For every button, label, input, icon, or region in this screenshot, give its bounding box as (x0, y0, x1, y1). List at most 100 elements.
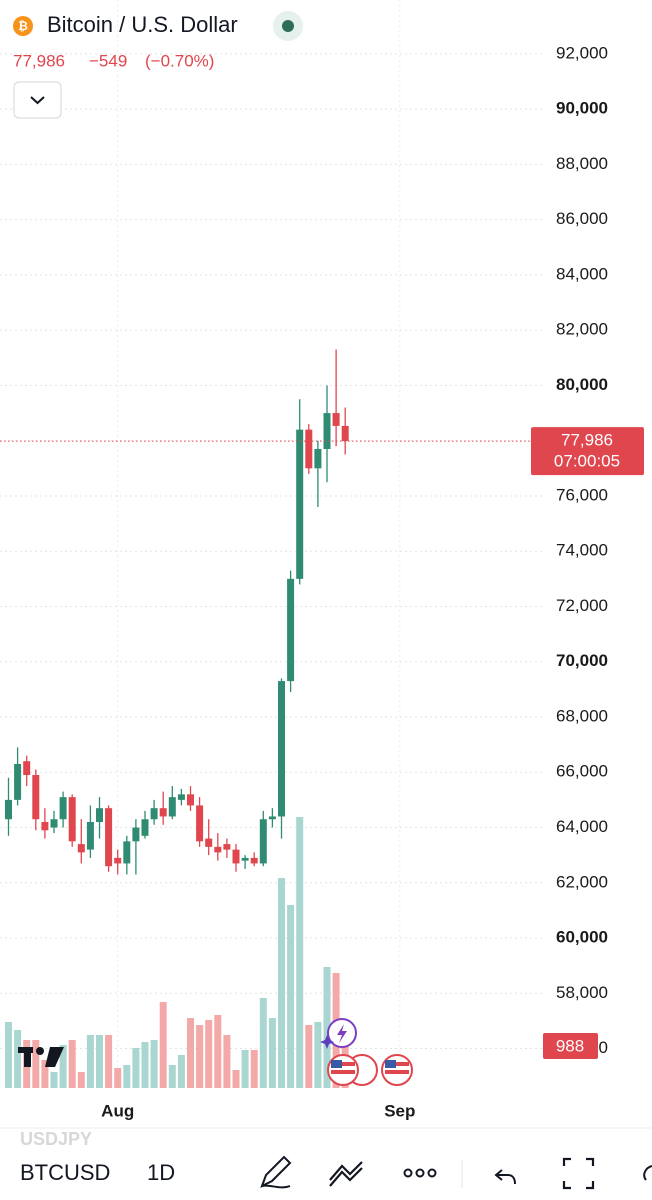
candle-body (5, 799, 12, 820)
candle-body (205, 838, 213, 847)
y-tick-label: 72,000 (556, 596, 608, 615)
y-tick-label: 80,000 (556, 375, 608, 394)
candle-body (23, 761, 31, 776)
y-tick-label: 70,000 (556, 651, 608, 670)
candle-body (68, 797, 76, 842)
previous-symbol[interactable]: USDJPY (20, 1129, 92, 1149)
y-tick-label: 86,000 (556, 209, 608, 228)
volume-bar (287, 904, 295, 1088)
candle-body (50, 819, 58, 828)
volume-label-box (543, 1033, 598, 1059)
volume-label: 988 (556, 1036, 584, 1055)
volume-bar (132, 1048, 140, 1088)
candle-body (214, 846, 222, 853)
more-icon[interactable] (403, 1168, 437, 1178)
y-tick-label: 82,000 (556, 320, 608, 339)
market-status-dot (282, 20, 294, 32)
volume-bar (123, 1064, 131, 1088)
sparkle-icon (320, 1035, 334, 1049)
price-change: −549 (89, 51, 127, 70)
volume-bar (214, 1014, 222, 1088)
volume-bar (187, 1018, 194, 1088)
candle-body (323, 413, 331, 449)
volume-bar (259, 998, 267, 1088)
candle-body (341, 425, 349, 442)
y-tick-label: 66,000 (556, 762, 608, 781)
candle-body (177, 794, 185, 800)
candle-body (232, 849, 240, 864)
candle-body (96, 808, 103, 822)
volume-bar (232, 1070, 240, 1088)
y-tick-label: 74,000 (556, 541, 608, 560)
fullscreen-icon[interactable] (562, 1157, 595, 1190)
candle-body (159, 808, 167, 817)
countdown-label: 07:00:05 (554, 452, 620, 471)
candle-body (250, 857, 258, 864)
candle-body (187, 794, 194, 806)
candle-body (168, 797, 176, 817)
candle-body (41, 821, 49, 831)
interval-button[interactable]: 1D (147, 1160, 175, 1185)
y-tick-label: 60,000 (556, 928, 608, 947)
symbol-button[interactable]: BTCUSD (20, 1160, 110, 1185)
logo-part (36, 1047, 44, 1055)
candle-body (332, 413, 340, 426)
candle-body (123, 841, 131, 864)
dropdown-button[interactable] (13, 81, 62, 119)
volume-bar (250, 1050, 258, 1088)
volume-bar (5, 1022, 12, 1088)
volume-bar (96, 1034, 103, 1088)
candle-body (114, 857, 122, 864)
candle-body (296, 429, 304, 579)
volume-bar (159, 1002, 167, 1088)
candle-body (132, 827, 140, 842)
volume-bar (105, 1034, 113, 1088)
bitcoin-icon (13, 16, 33, 36)
volume-bar (86, 1034, 94, 1088)
volume-bar (41, 1060, 49, 1088)
volume-bar (241, 1050, 249, 1088)
candle-body (305, 429, 313, 469)
volume-bar (150, 1040, 158, 1088)
volume-bar (114, 1068, 122, 1088)
draw-tool-icon[interactable] (260, 1155, 292, 1189)
candle-body (32, 775, 40, 820)
volume-bar (68, 1040, 76, 1088)
candle-body (196, 805, 204, 842)
candle-body (77, 844, 85, 853)
y-tick-label: 68,000 (556, 706, 608, 725)
y-tick-label: 88,000 (556, 154, 608, 173)
y-tick-label: 58,000 (556, 983, 608, 1002)
candle-body (259, 819, 267, 864)
y-tick-label: 92,000 (556, 43, 608, 62)
volume-bar (305, 1024, 313, 1088)
volume-bar (323, 966, 331, 1088)
chart-title: Bitcoin / U.S. Dollar (47, 12, 238, 37)
us-flag-icons (327, 1054, 413, 1086)
volume-bar (59, 1044, 67, 1088)
indicators-icon[interactable] (329, 1161, 363, 1187)
flag-canton (331, 1060, 342, 1068)
candle-body (268, 816, 276, 820)
y-tick-label: 76,000 (556, 485, 608, 504)
volume-bar (77, 1072, 85, 1088)
volume-bar (223, 1034, 231, 1088)
candle-body (314, 448, 322, 469)
last-price: 77,986 (13, 51, 65, 70)
undo-icon[interactable] (494, 1169, 516, 1185)
tradingview-logo (18, 1047, 64, 1067)
dot (415, 1168, 425, 1178)
y-tick-label: 64,000 (556, 817, 608, 836)
volume-bar (268, 1018, 276, 1088)
dot (403, 1168, 413, 1178)
candle-body (223, 844, 231, 850)
last-price-label: 77,986 (561, 431, 613, 450)
volume-bar (205, 1020, 213, 1088)
candle-body (105, 808, 113, 867)
logo-part (45, 1047, 64, 1067)
candle-body (150, 808, 158, 820)
last-price-box (531, 427, 644, 476)
x-tick-label: Aug (101, 1101, 134, 1120)
grid (0, 0, 545, 1090)
